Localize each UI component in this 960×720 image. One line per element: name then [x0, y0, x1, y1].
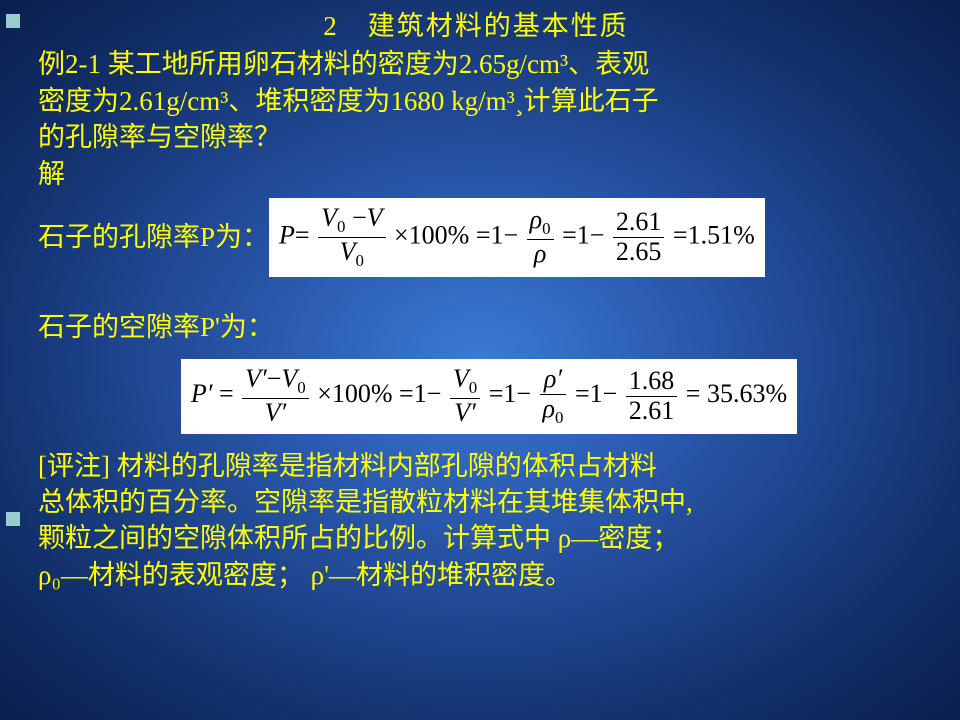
bullet-1 [6, 14, 20, 28]
comment-line-1: [评注] 材料的孔隙率是指材料内部孔隙的体积占材料 [38, 448, 940, 484]
comment-line-4: ρ₀—材料的表观密度； ρ'—材料的堆积密度。 [38, 557, 940, 593]
problem-line-1: 例2-1 某工地所用卵石材料的密度为2.65g/cm³、表观 [38, 46, 940, 82]
problem-line-3: 的孔隙率与空隙率？ [38, 119, 940, 155]
comment-line-2: 总体积的百分率。空隙率是指散粒材料在其堆集体积中, [38, 484, 940, 520]
comment-line-3: 颗粒之间的空隙体积所占的比例。计算式中 ρ—密度； [38, 520, 940, 556]
solution-label: 解 [38, 156, 940, 192]
problem-text: 例2-1 某工地所用卵石材料的密度为2.65g/cm³、表观 密度为2.61g/… [38, 46, 940, 433]
slide-title: 2 建筑材料的基本性质 [12, 8, 940, 44]
problem-line-2: 密度为2.61g/cm³、堆积密度为1680 kg/m³¸计算此石子 [38, 83, 940, 119]
formula-void-ratio: P′ = V′−V0 V′ ×100% =1− V0 V′ =1− ρ′ ρ0 … [181, 359, 797, 433]
formula-porosity: P= V0 −V V0 ×100% =1− ρ0 ρ =1− 2.61 2.65… [269, 198, 765, 277]
porosity-label: 石子的孔隙率P为： [38, 219, 269, 255]
comment-block: [评注] 材料的孔隙率是指材料内部孔隙的体积占材料 总体积的百分率。空隙率是指散… [38, 448, 940, 594]
bullet-2 [6, 512, 20, 526]
void-ratio-label: 石子的空隙率P'为： [38, 309, 940, 345]
